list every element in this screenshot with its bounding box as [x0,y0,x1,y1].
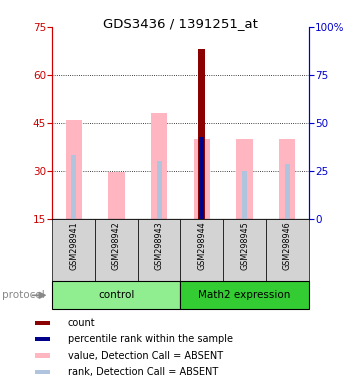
Bar [108,172,125,219]
Text: value, Detection Call = ABSENT: value, Detection Call = ABSENT [68,351,223,361]
Text: GSM298944: GSM298944 [197,222,206,270]
Bar [52,281,180,309]
Bar [138,219,180,282]
Bar [199,137,204,219]
Text: control: control [98,290,135,300]
Bar [223,219,266,282]
Bar [242,171,247,219]
Bar [199,137,204,219]
Bar [66,120,82,219]
Text: count: count [68,318,96,328]
Bar [180,281,309,309]
Bar [180,219,223,282]
Bar [52,219,95,282]
Text: GSM298945: GSM298945 [240,222,249,270]
Bar [35,337,50,341]
Text: GSM298941: GSM298941 [69,222,78,270]
Text: GDS3436 / 1391251_at: GDS3436 / 1391251_at [103,17,258,30]
Bar [151,113,167,219]
Bar [71,155,76,219]
Bar [285,164,290,219]
Text: Math2 expression: Math2 expression [199,290,291,300]
Text: percentile rank within the sample: percentile rank within the sample [68,334,233,344]
Text: GSM298942: GSM298942 [112,222,121,270]
Bar [95,219,138,282]
Bar [35,321,50,324]
Text: rank, Detection Call = ABSENT: rank, Detection Call = ABSENT [68,367,218,377]
Bar [266,219,309,282]
Bar [199,49,205,219]
Text: GSM298943: GSM298943 [155,222,164,270]
Bar [194,139,210,219]
Bar [157,161,162,219]
Bar [35,370,50,374]
Text: protocol: protocol [2,290,44,300]
Text: GSM298946: GSM298946 [283,222,292,270]
Bar [279,139,295,219]
Bar [35,354,50,358]
Bar [236,139,253,219]
